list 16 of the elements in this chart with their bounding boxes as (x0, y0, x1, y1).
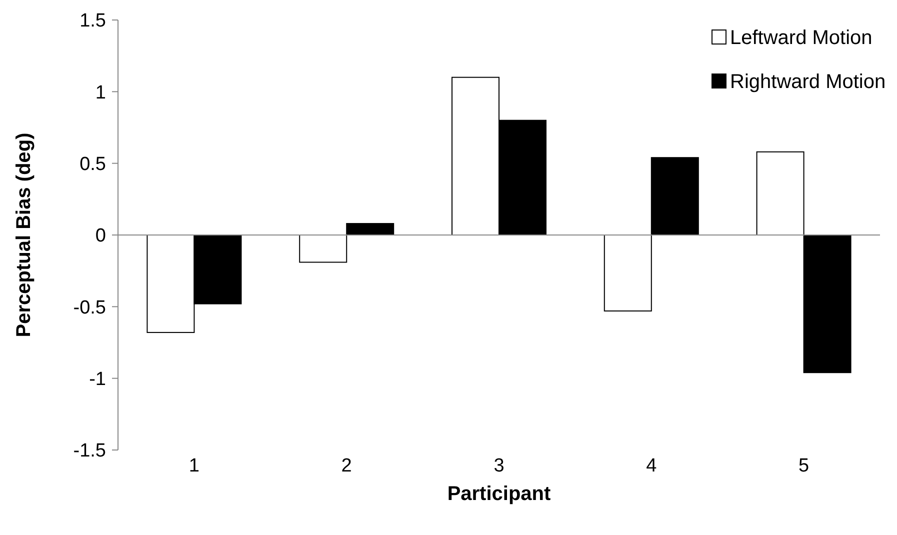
x-tick-label: 3 (494, 456, 504, 477)
y-axis-title: Perceptual Bias (deg) (13, 132, 35, 338)
y-tick-label: 1 (95, 82, 106, 104)
x-axis-title: Participant (447, 483, 552, 505)
x-tick-label: 5 (798, 456, 810, 477)
legend-label: Rightward Motion (730, 71, 886, 93)
y-tick-label: 1.5 (80, 10, 106, 32)
y-tick-label: 0 (95, 226, 106, 247)
y-tick-label: -1 (89, 368, 106, 390)
legend-label: Leftward Motion (730, 27, 872, 49)
x-tick-label: 4 (646, 456, 658, 477)
y-tick-label: 0.5 (80, 154, 106, 175)
x-tick-label: 1 (188, 456, 200, 477)
x-tick-label: 2 (341, 456, 352, 477)
y-tick-label: -0.5 (73, 297, 106, 318)
y-tick-label: -1.5 (73, 440, 106, 462)
